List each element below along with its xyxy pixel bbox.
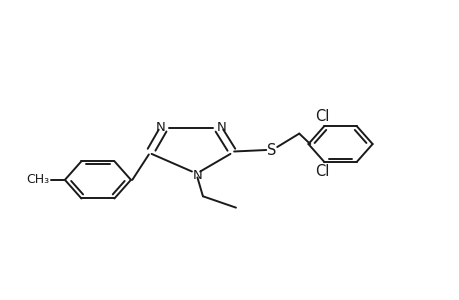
Text: S: S bbox=[267, 142, 276, 158]
Text: N: N bbox=[216, 121, 226, 134]
Text: N: N bbox=[156, 121, 165, 134]
Text: Cl: Cl bbox=[314, 164, 329, 178]
Text: CH₃: CH₃ bbox=[27, 173, 50, 186]
Text: Cl: Cl bbox=[314, 110, 329, 124]
Text: N: N bbox=[192, 169, 202, 182]
